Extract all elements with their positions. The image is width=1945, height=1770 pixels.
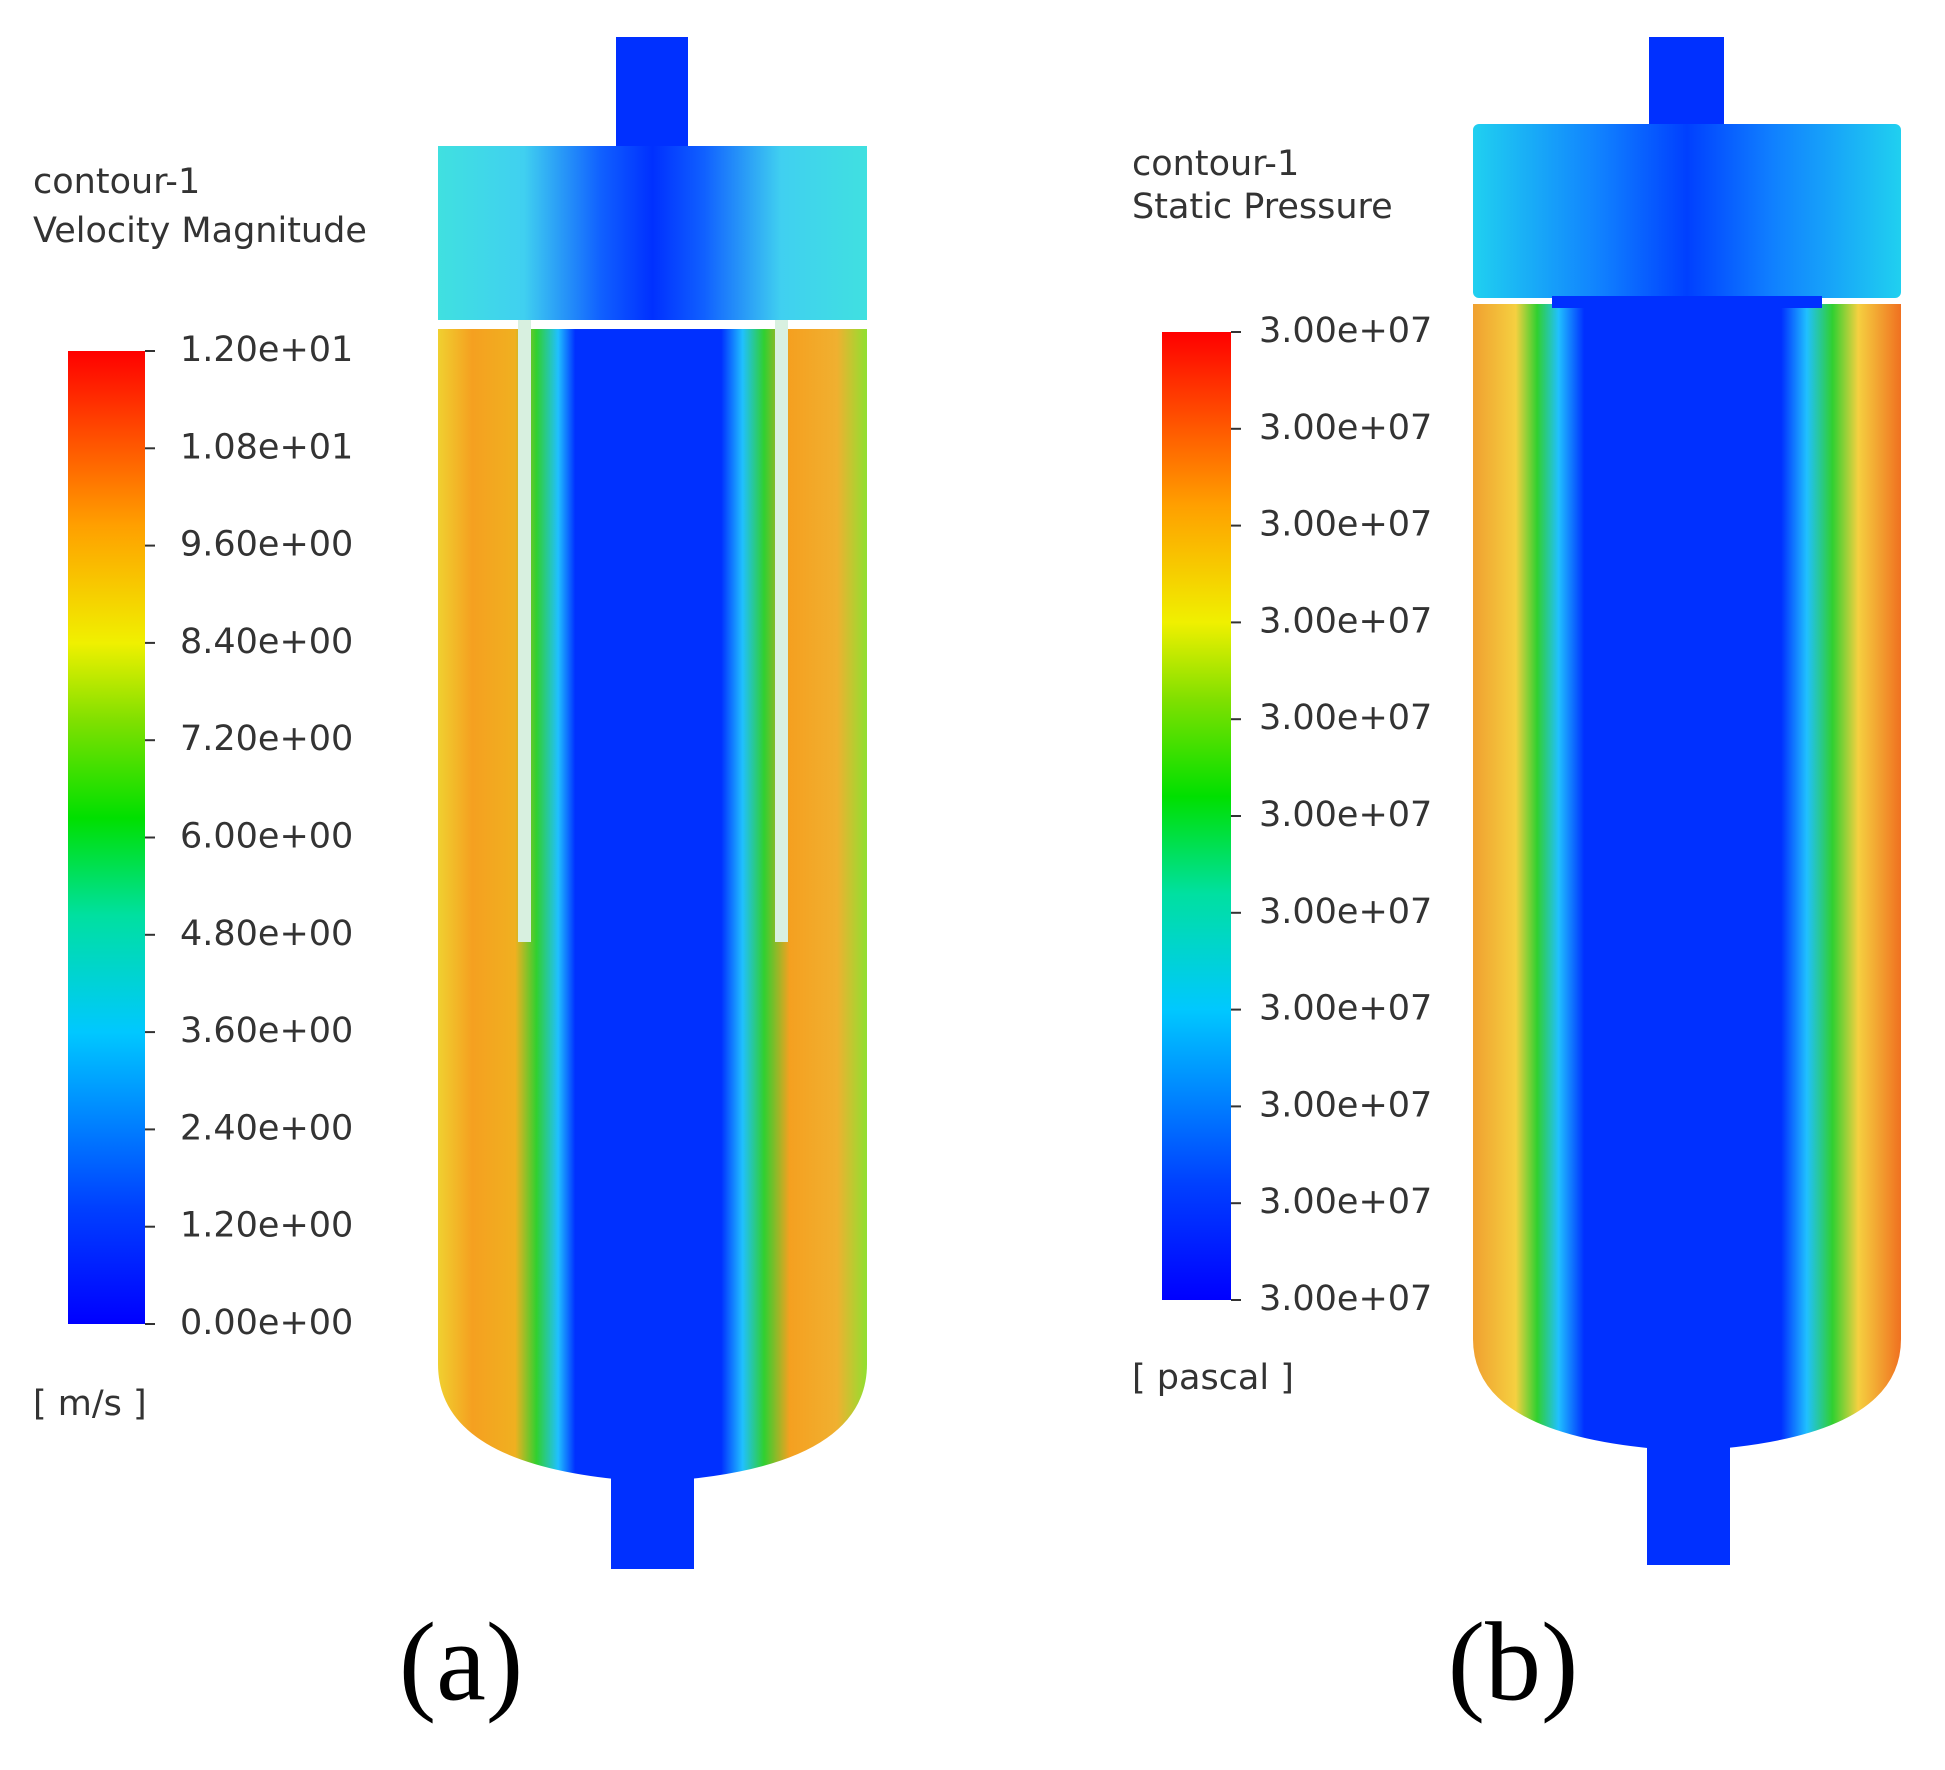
colorbar-label: 0.00e+00 [180, 1303, 353, 1343]
vessel-body [438, 329, 867, 1482]
colorbar-label: 3.60e+00 [180, 1011, 353, 1051]
colorbar [1162, 332, 1231, 1300]
top-chamber [438, 146, 867, 320]
colorbar-label: 3.00e+07 [1259, 311, 1432, 351]
colorbar-labels: 3.00e+07 3.00e+07 3.00e+07 3.00e+07 3.00e+07… [1231, 311, 1432, 1319]
outlet-pipe [1647, 1430, 1730, 1565]
panel-subtitle: Static Pressure [1132, 187, 1393, 227]
core-link [1552, 296, 1822, 308]
colorbar-label: 3.00e+07 [1259, 698, 1432, 738]
colorbar-label: 3.00e+07 [1259, 505, 1432, 545]
colorbar [68, 351, 145, 1324]
colorbar-label: 3.00e+07 [1259, 408, 1432, 448]
caption: (a) [399, 1601, 523, 1725]
contour-vessel [438, 37, 867, 1569]
colorbar-labels: 1.20e+01 1.08e+01 9.60e+00 8.40e+00 7.20e+00… [145, 330, 353, 1343]
panel-b: contour-1 Static Pressure 3.00e+073.00e+… [1132, 37, 1901, 1725]
panel-subtitle: Velocity Magnitude [33, 211, 367, 251]
colorbar-label: 3.00e+07 [1259, 1182, 1432, 1222]
unit-label: [ m/s ] [33, 1384, 147, 1424]
colorbar-label: 8.40e+00 [180, 622, 353, 662]
caption: (b) [1448, 1601, 1579, 1725]
colorbar-label: 3.00e+07 [1259, 795, 1432, 835]
colorbar-label: 7.20e+00 [180, 719, 353, 759]
colorbar-label: 1.20e+01 [180, 330, 353, 370]
colorbar-label: 3.00e+07 [1259, 1085, 1432, 1125]
inlet-pipe [1649, 37, 1724, 132]
colorbar-label: 6.00e+00 [180, 817, 353, 857]
colorbar-label: 9.60e+00 [180, 525, 353, 565]
unit-label: [ pascal ] [1132, 1358, 1294, 1398]
colorbar-label: 1.08e+01 [180, 427, 353, 467]
colorbar-label: 2.40e+00 [180, 1108, 353, 1148]
colorbar-label: 1.20e+00 [180, 1206, 353, 1246]
colorbar-label: 3.00e+07 [1259, 1279, 1432, 1319]
inlet-pipe [616, 37, 688, 152]
top-chamber [1473, 124, 1901, 298]
panel-a: contour-1 Velocity Magnitude 1.20e+01 1.0… [33, 37, 867, 1725]
colorbar-label: 4.80e+00 [180, 914, 353, 954]
colorbar-label: 3.00e+07 [1259, 601, 1432, 641]
panel-title: contour-1 [1132, 144, 1299, 184]
colorbar-label: 3.00e+07 [1259, 989, 1432, 1029]
vessel-body [1473, 304, 1901, 1451]
contour-vessel [1473, 37, 1901, 1565]
baffle [775, 320, 788, 942]
panel-title: contour-1 [33, 162, 200, 202]
baffle [518, 320, 531, 942]
colorbar-label: 3.00e+07 [1259, 892, 1432, 932]
